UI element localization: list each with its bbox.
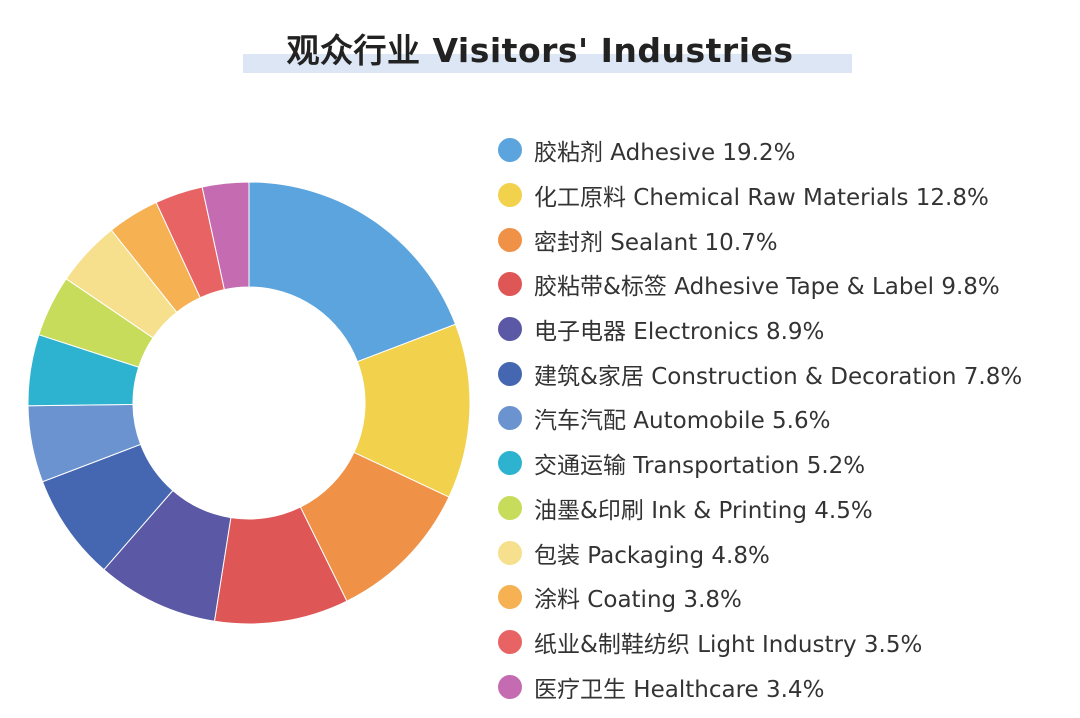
legend-item: 纸业&制鞋纺织 Light Industry 3.5% xyxy=(498,620,1078,665)
legend-swatch xyxy=(498,138,522,163)
legend-swatch xyxy=(498,540,522,565)
legend-item: 胶粘剂 Adhesive 19.2% xyxy=(498,128,1078,173)
chart-legend: 胶粘剂 Adhesive 19.2% 化工原料 Chemical Raw Mate… xyxy=(498,128,1078,709)
legend-label: 汽车汽配 Automobile 5.6% xyxy=(534,408,831,435)
legend-label: 纸业&制鞋纺织 Light Industry 3.5% xyxy=(534,631,923,658)
legend-item: 汽车汽配 Automobile 5.6% xyxy=(498,396,1078,441)
legend-item: 油墨&印刷 Ink & Printing 4.5% xyxy=(498,486,1078,531)
donut-slice-13 xyxy=(201,181,250,291)
legend-item: 电子电器 Electronics 8.9% xyxy=(498,307,1078,352)
legend-swatch xyxy=(498,183,522,208)
legend-label: 医疗卫生 Healthcare 3.4% xyxy=(534,676,825,703)
legend-label: 建筑&家居 Construction & Decoration 7.8% xyxy=(534,363,1023,390)
donut-chart xyxy=(27,181,471,625)
legend-swatch xyxy=(498,227,522,252)
legend-item: 建筑&家居 Construction & Decoration 7.8% xyxy=(498,351,1078,396)
legend-label: 胶粘剂 Adhesive 19.2% xyxy=(534,140,796,167)
legend-label: 胶粘带&标签 Adhesive Tape & Label 9.8% xyxy=(534,274,1000,301)
legend-item: 胶粘带&标签 Adhesive Tape & Label 9.8% xyxy=(498,262,1078,307)
legend-label: 油墨&印刷 Ink & Printing 4.5% xyxy=(534,497,873,524)
legend-swatch xyxy=(498,272,522,297)
legend-item: 涂料 Coating 3.8% xyxy=(498,575,1078,620)
legend-label: 电子电器 Electronics 8.9% xyxy=(534,319,825,346)
legend-swatch xyxy=(498,629,522,654)
legend-swatch xyxy=(498,451,522,476)
legend-swatch xyxy=(498,317,522,342)
legend-item: 交通运输 Transportation 5.2% xyxy=(498,441,1078,486)
title-underline-band xyxy=(243,54,852,73)
donut-slice-1 xyxy=(248,181,457,363)
legend-label: 密封剂 Sealant 10.7% xyxy=(534,229,778,256)
legend-swatch xyxy=(498,585,522,610)
legend-label: 化工原料 Chemical Raw Materials 12.8% xyxy=(534,185,989,212)
legend-item: 包装 Packaging 4.8% xyxy=(498,530,1078,575)
legend-swatch xyxy=(498,674,522,699)
legend-label: 涂料 Coating 3.8% xyxy=(534,587,742,614)
legend-swatch xyxy=(498,495,522,520)
legend-item: 化工原料 Chemical Raw Materials 12.8% xyxy=(498,173,1078,218)
legend-label: 包装 Packaging 4.8% xyxy=(534,542,770,569)
chart-title: 观众行业 Visitors' Industries xyxy=(286,31,794,70)
legend-label: 交通运输 Transportation 5.2% xyxy=(534,453,866,480)
legend-item: 医疗卫生 Healthcare 3.4% xyxy=(498,664,1078,709)
legend-swatch xyxy=(498,361,522,386)
legend-swatch xyxy=(498,406,522,431)
legend-item: 密封剂 Sealant 10.7% xyxy=(498,217,1078,262)
